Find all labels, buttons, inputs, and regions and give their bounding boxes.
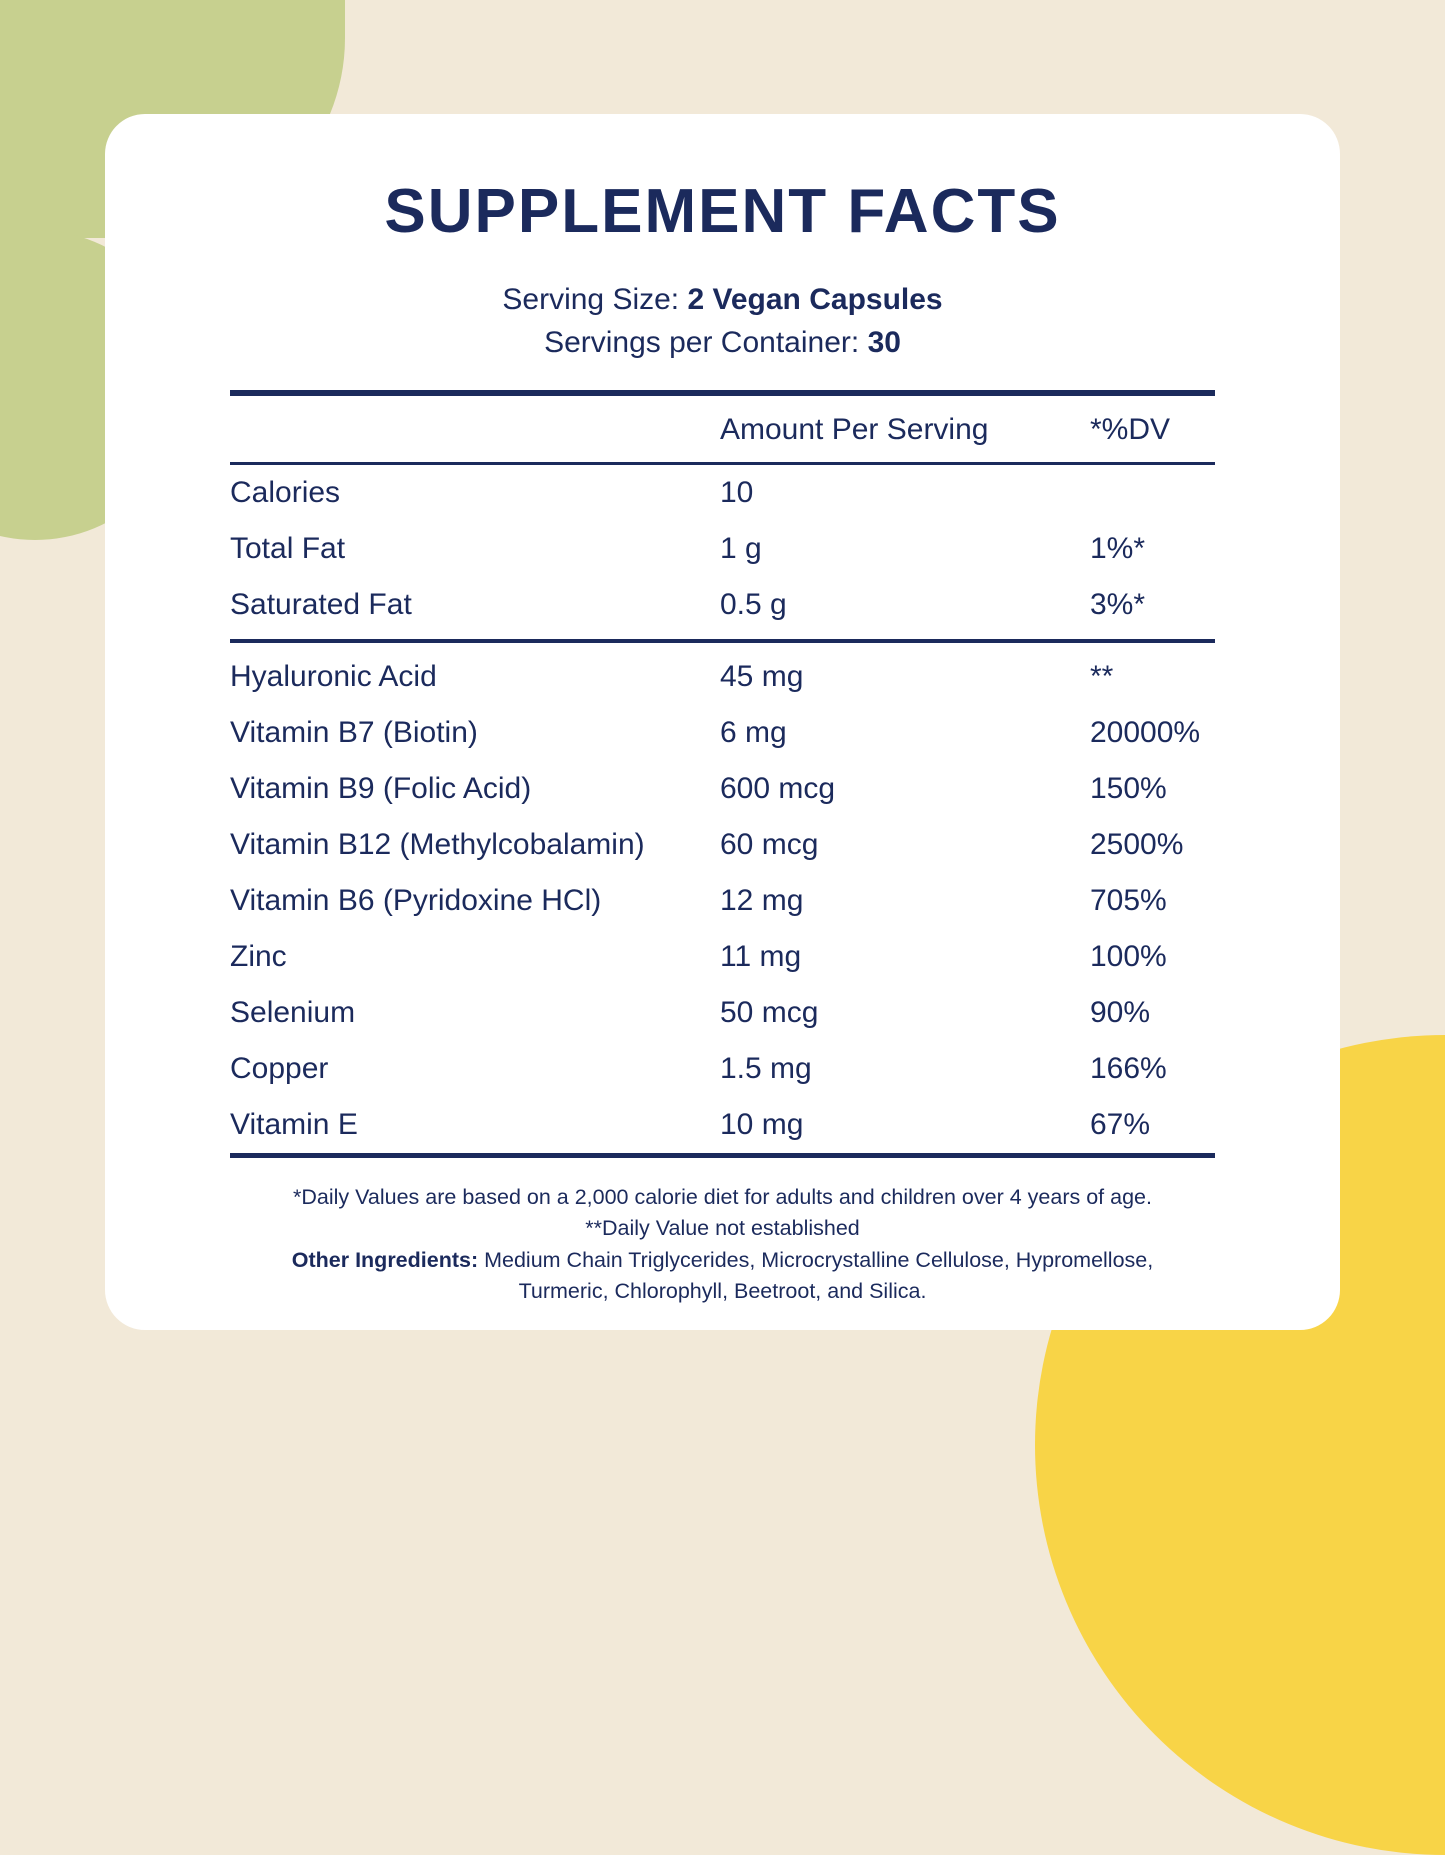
row-dv: 100% <box>1090 940 1167 974</box>
table-row: Vitamin B12 (Methylcobalamin) 60 mcg 2500% <box>230 817 1215 873</box>
row-dv: 705% <box>1090 884 1167 918</box>
serving-info: Serving Size: 2 Vegan Capsules Servings … <box>105 279 1340 364</box>
row-amount: 50 mcg <box>720 996 819 1030</box>
row-name: Selenium <box>230 996 356 1030</box>
row-name: Zinc <box>230 940 287 974</box>
row-amount: 12 mg <box>720 884 804 918</box>
facts-top-section: Calories 10 Total Fat 1 g 1%* Saturated Fat 0.… <box>230 465 1215 633</box>
row-name: Hyaluronic Acid <box>230 660 437 694</box>
table-row: Copper 1.5 mg 166% <box>230 1041 1215 1097</box>
other-ingredients-label: Other Ingredients: <box>291 1247 479 1272</box>
row-amount: 10 mg <box>720 1108 804 1142</box>
row-name: Vitamin B12 (Methylcobalamin) <box>230 828 645 862</box>
divider-header <box>230 462 1215 466</box>
table-row: Vitamin E 10 mg 67% <box>230 1097 1215 1153</box>
row-amount: 60 mcg <box>720 828 819 862</box>
row-dv: 3%* <box>1090 588 1146 622</box>
row-amount: 0.5 g <box>720 588 787 622</box>
row-name: Vitamin B7 (Biotin) <box>230 716 478 750</box>
other-ingredients-text: Medium Chain Triglycerides, Microcrystal… <box>478 1247 1154 1303</box>
other-ingredients: Other Ingredients: Medium Chain Triglyce… <box>273 1245 1173 1307</box>
row-name: Vitamin E <box>230 1108 358 1142</box>
row-dv: ** <box>1090 660 1114 694</box>
footnote-daily-values: *Daily Values are based on a 2,000 calor… <box>293 1185 1152 1210</box>
serving-size-value: 2 Vegan Capsules <box>687 283 943 316</box>
supplement-label-card: SUPPLEMENT FACTS Serving Size: 2 Vegan C… <box>105 114 1340 1330</box>
row-amount: 6 mg <box>720 716 787 750</box>
divider-bottom <box>230 1153 1215 1159</box>
row-dv: 2500% <box>1090 828 1184 862</box>
row-amount: 10 <box>720 476 754 510</box>
header-empty-cell <box>230 407 720 439</box>
row-dv: 150% <box>1090 772 1167 806</box>
table-row: Calories 10 <box>230 465 1215 521</box>
row-name: Calories <box>230 476 341 510</box>
row-name: Copper <box>230 1052 329 1086</box>
page-title: SUPPLEMENT FACTS <box>384 177 1061 246</box>
serving-size-line: Serving Size: 2 Vegan Capsules <box>105 279 1340 322</box>
header-percent-dv: *%DV <box>1090 413 1171 447</box>
header-amount-per-serving: Amount Per Serving <box>720 413 989 447</box>
row-dv: 166% <box>1090 1052 1167 1086</box>
facts-main-section: Hyaluronic Acid 45 mg ** Vitamin B7 (Biotin… <box>230 649 1215 1153</box>
row-dv: 90% <box>1090 996 1151 1030</box>
row-amount: 45 mg <box>720 660 804 694</box>
row-name: Vitamin B9 (Folic Acid) <box>230 772 532 806</box>
row-dv: 1%* <box>1090 532 1146 566</box>
table-row: Saturated Fat 0.5 g 3%* <box>230 577 1215 633</box>
serving-size-label: Serving Size: <box>502 283 688 316</box>
row-dv: 67% <box>1090 1108 1151 1142</box>
row-name: Vitamin B6 (Pyridoxine HCl) <box>230 884 602 918</box>
row-name: Saturated Fat <box>230 588 412 622</box>
row-amount: 1.5 mg <box>720 1052 812 1086</box>
table-row: Vitamin B6 (Pyridoxine HCl) 12 mg 705% <box>230 873 1215 929</box>
footnotes: *Daily Values are based on a 2,000 calor… <box>105 1182 1340 1307</box>
table-row: Vitamin B7 (Biotin) 6 mg 20000% <box>230 705 1215 761</box>
table-header-row: Amount Per Serving *%DV <box>230 396 1215 462</box>
divider-top <box>230 390 1215 397</box>
table-row: Hyaluronic Acid 45 mg ** <box>230 649 1215 705</box>
divider-section <box>230 639 1215 644</box>
footnote-not-established: **Daily Value not established <box>585 1216 860 1241</box>
row-amount: 600 mcg <box>720 772 836 806</box>
row-name: Total Fat <box>230 532 346 566</box>
facts-table: Amount Per Serving *%DV Calories 10 Total … <box>230 390 1215 1159</box>
row-amount: 11 mg <box>720 940 802 974</box>
servings-per-container-value: 30 <box>867 325 901 359</box>
row-dv <box>1090 480 1215 502</box>
table-row: Vitamin B9 (Folic Acid) 600 mcg 150% <box>230 761 1215 817</box>
servings-per-container-line: Servings per Container: 30 <box>105 322 1340 365</box>
servings-per-container-label: Servings per Container: <box>544 325 868 359</box>
row-dv: 20000% <box>1090 716 1201 750</box>
table-row: Zinc 11 mg 100% <box>230 929 1215 985</box>
table-row: Total Fat 1 g 1%* <box>230 521 1215 577</box>
table-row: Selenium 50 mcg 90% <box>230 985 1215 1041</box>
row-amount: 1 g <box>720 532 762 566</box>
